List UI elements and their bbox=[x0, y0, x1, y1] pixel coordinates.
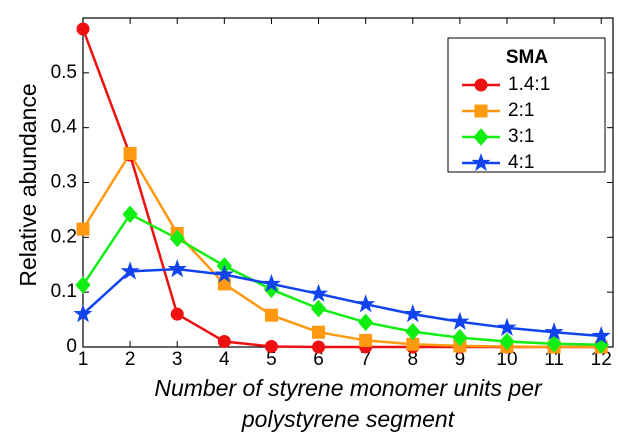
x-axis-label: polystyrene segment bbox=[241, 406, 456, 432]
legend-label: 4:1 bbox=[508, 152, 534, 173]
legend-label: 2:1 bbox=[508, 100, 534, 121]
x-tick-label: 7 bbox=[360, 349, 371, 370]
marker bbox=[312, 340, 326, 354]
x-tick-label: 12 bbox=[591, 349, 612, 370]
marker bbox=[358, 313, 374, 332]
marker bbox=[452, 328, 468, 347]
x-axis-label: Number of styrene monomer units per bbox=[154, 375, 543, 401]
marker bbox=[473, 128, 489, 146]
series-line bbox=[82, 267, 602, 338]
marker bbox=[214, 264, 234, 283]
marker bbox=[264, 339, 278, 353]
legend-label: 3:1 bbox=[508, 126, 534, 147]
marker bbox=[471, 152, 491, 172]
marker bbox=[76, 22, 90, 36]
x-tick-label: 9 bbox=[455, 349, 466, 370]
y-axis-label: Relative abundance bbox=[15, 83, 41, 286]
marker bbox=[76, 222, 90, 236]
marker bbox=[261, 273, 281, 293]
marker bbox=[405, 322, 421, 341]
x-tick-label: 4 bbox=[219, 349, 230, 370]
marker bbox=[120, 261, 140, 280]
marker bbox=[474, 78, 488, 92]
x-tick-label: 5 bbox=[266, 349, 277, 370]
marker bbox=[123, 146, 137, 160]
y-tick-label: 0 bbox=[66, 336, 77, 357]
x-tick-label: 11 bbox=[544, 349, 564, 370]
marker bbox=[309, 283, 329, 302]
y-tick-label: 0.5 bbox=[51, 62, 77, 83]
series-line bbox=[81, 212, 602, 347]
legend-title: SMA bbox=[506, 47, 549, 68]
x-tick-label: 8 bbox=[407, 349, 418, 370]
y-tick-label: 0.1 bbox=[51, 281, 77, 302]
marker bbox=[217, 335, 231, 349]
legend-box bbox=[447, 37, 606, 173]
marker bbox=[499, 332, 515, 351]
marker bbox=[359, 333, 373, 347]
marker bbox=[167, 259, 187, 278]
marker bbox=[169, 229, 185, 248]
x-tick-label: 3 bbox=[172, 349, 183, 370]
y-tick-label: 0.2 bbox=[51, 226, 77, 247]
marker bbox=[356, 294, 376, 313]
marker bbox=[544, 322, 564, 341]
marker bbox=[497, 317, 517, 336]
marker bbox=[264, 308, 278, 322]
y-tick-label: 0.3 bbox=[51, 172, 77, 193]
marker bbox=[73, 304, 93, 323]
marker bbox=[403, 304, 423, 323]
marker bbox=[75, 276, 91, 294]
y-tick-label: 0.4 bbox=[51, 117, 78, 138]
marker bbox=[312, 325, 326, 339]
marker bbox=[591, 326, 611, 345]
series-line bbox=[81, 151, 602, 349]
marker bbox=[546, 334, 562, 353]
marker bbox=[170, 307, 184, 321]
x-tick-label: 6 bbox=[313, 349, 324, 370]
x-tick-label: 2 bbox=[125, 349, 136, 370]
marker bbox=[450, 311, 470, 330]
x-tick-label: 1 bbox=[78, 349, 89, 370]
marker bbox=[474, 104, 488, 118]
marker bbox=[310, 299, 327, 318]
legend-label: 1.4:1 bbox=[508, 74, 550, 95]
marker bbox=[122, 205, 138, 224]
x-tick-label: 10 bbox=[496, 349, 517, 370]
